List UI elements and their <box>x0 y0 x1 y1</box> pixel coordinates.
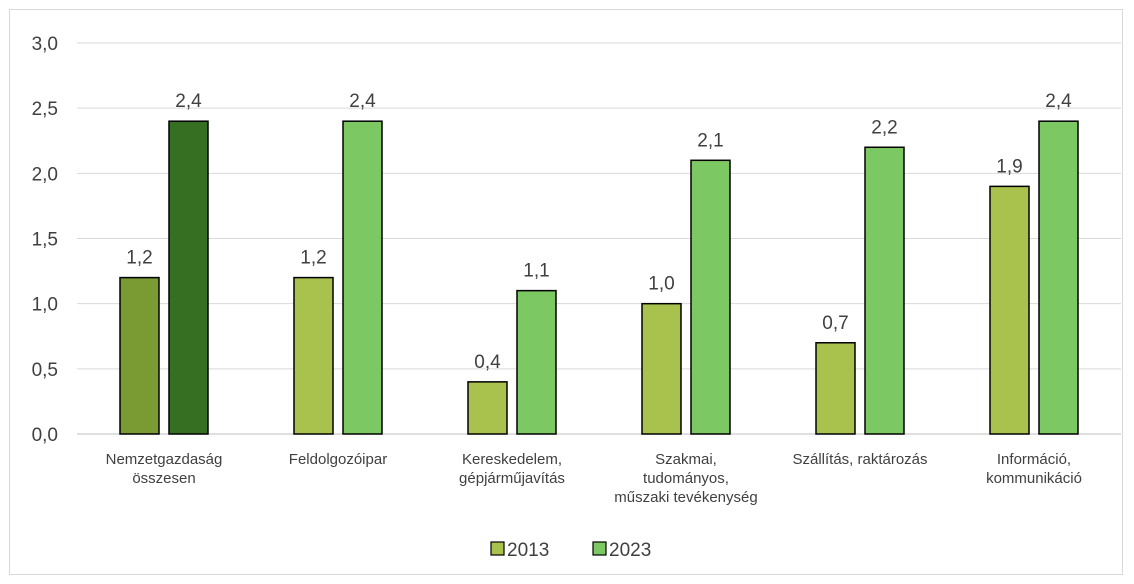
bar-2013 <box>119 276 160 435</box>
legend-swatch-2023 <box>592 541 607 556</box>
data-label: 2,2 <box>871 117 897 138</box>
legend-swatch-2013 <box>490 541 505 556</box>
x-category-label: tudományos, <box>643 470 729 487</box>
x-category-label: Feldolgozóipar <box>289 451 387 468</box>
bar-2023 <box>516 289 557 435</box>
legend-label-2023: 2023 <box>609 540 651 561</box>
x-category-label: műszaki tevékenység <box>614 489 757 506</box>
bar-2013 <box>989 185 1030 435</box>
y-tick-label: 1,5 <box>32 230 58 251</box>
bar-2023 <box>864 146 905 435</box>
data-label: 1,0 <box>648 274 674 295</box>
bar-2013 <box>641 302 682 435</box>
gridlines <box>77 42 1121 435</box>
data-label: 0,7 <box>822 313 848 334</box>
bar-2013 <box>815 342 856 435</box>
x-category-label: kommunikáció <box>986 470 1082 487</box>
x-category-label: összesen <box>132 470 195 487</box>
x-category-label: Kereskedelem, <box>462 451 562 468</box>
data-labels: 1,2 2,4 1,2 2,4 0,4 1,1 1,0 2,1 0,7 2,2 1,9 2,4 <box>126 91 1072 373</box>
x-category-label: Szakmai, <box>655 451 717 468</box>
data-label: 1,2 <box>300 248 326 269</box>
y-tick-label: 2,0 <box>32 164 58 185</box>
bar-2013 <box>467 381 508 435</box>
y-tick-label: 0,0 <box>32 425 58 446</box>
bar-2023 <box>168 120 209 435</box>
bar-2013 <box>293 276 334 435</box>
data-label: 2,1 <box>697 130 723 151</box>
x-category-label: Szállítás, raktározás <box>792 451 927 468</box>
x-axis: Nemzetgazdaság összesen Feldolgozóipar Kere… <box>106 451 1082 506</box>
data-label: 2,4 <box>175 91 202 112</box>
data-label: 1,1 <box>523 261 549 282</box>
bar-2023 <box>342 120 383 435</box>
y-tick-label: 2,5 <box>32 99 58 120</box>
y-tick-label: 3,0 <box>32 34 58 55</box>
data-label: 1,2 <box>126 248 152 269</box>
bar-2023 <box>1038 120 1079 435</box>
legend: 2013 2023 <box>490 540 651 561</box>
x-category-label: gépjárműjavítás <box>459 470 565 487</box>
bar-2023 <box>690 159 731 435</box>
y-tick-label: 1,0 <box>32 295 58 316</box>
data-label: 0,4 <box>474 352 501 373</box>
y-tick-label: 0,5 <box>32 360 58 381</box>
data-label: 2,4 <box>1045 91 1072 112</box>
x-category-label: Nemzetgazdaság <box>106 451 223 468</box>
y-axis: 0,0 0,5 1,0 1,5 2,0 2,5 3,0 <box>32 34 58 446</box>
data-label: 2,4 <box>349 91 376 112</box>
x-category-label: Információ, <box>997 451 1071 468</box>
legend-label-2013: 2013 <box>507 540 549 561</box>
bars <box>119 120 1079 435</box>
data-label: 1,9 <box>996 156 1022 177</box>
